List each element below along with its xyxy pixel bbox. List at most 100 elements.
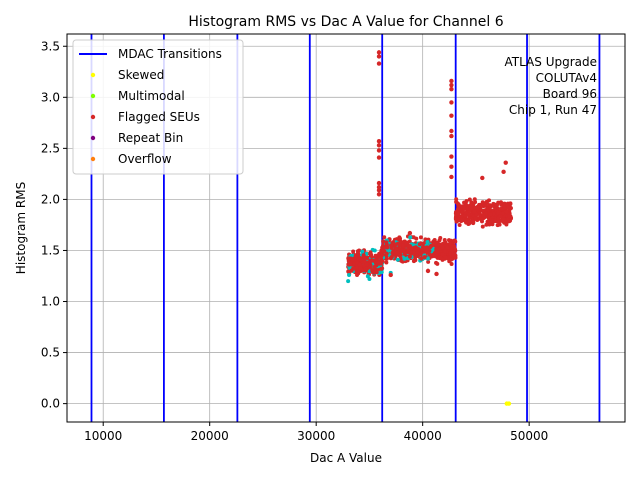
- legend-entry-label: MDAC Transitions: [118, 47, 222, 61]
- flagged-seu-point: [423, 237, 428, 242]
- flagged-seu-point: [377, 254, 382, 259]
- flagged-seu-point: [418, 235, 423, 240]
- legend-dot-swatch: [90, 135, 96, 141]
- flagged-seu-point: [346, 269, 351, 274]
- flagged-seu-point: [422, 245, 427, 250]
- flagged-seu-point: [381, 244, 386, 249]
- flagged-seu-point: [379, 261, 384, 266]
- flagged-seu-point: [453, 217, 458, 222]
- flagged-seu-outlier: [449, 128, 454, 134]
- flagged-seu-point: [401, 243, 406, 248]
- flagged-seu-point: [358, 257, 363, 262]
- flagged-seu-point: [490, 222, 495, 227]
- flagged-seu-point: [346, 256, 351, 261]
- flagged-seu-point: [440, 252, 445, 257]
- flagged-seu-point: [508, 201, 513, 206]
- flagged-seu-point: [373, 254, 378, 259]
- flagged-seu-point: [424, 248, 429, 253]
- flagged-seu-point: [408, 249, 413, 254]
- flagged-seu-point: [469, 200, 474, 205]
- x-tick-label: 30000: [297, 429, 335, 443]
- flagged-seu-point: [364, 262, 369, 267]
- legend-entry-label: Multimodal: [118, 89, 185, 103]
- flagged-seu-point: [487, 222, 492, 227]
- flagged-seu-outlier: [434, 271, 439, 277]
- y-tick-label: 2.5: [41, 141, 60, 155]
- flagged-seu-point: [498, 214, 503, 219]
- flagged-seu-point: [460, 209, 465, 214]
- normal-point: [425, 239, 430, 244]
- flagged-seu-point: [453, 255, 458, 260]
- flagged-seu-point: [397, 253, 402, 258]
- flagged-seu-point: [362, 259, 367, 264]
- flagged-seu-point: [427, 252, 432, 257]
- flagged-seu-point: [384, 260, 389, 265]
- flagged-seu-point: [363, 268, 368, 273]
- flagged-seu-point: [484, 200, 489, 205]
- flagged-seu-point: [389, 243, 394, 248]
- flagged-seu-point: [453, 247, 458, 252]
- flagged-seu-outlier: [449, 133, 454, 139]
- flagged-seu-point: [487, 203, 492, 208]
- plot-frame: [66, 33, 626, 423]
- flagged-seu-outlier: [376, 143, 382, 148]
- flagged-seu-point: [399, 249, 404, 254]
- normal-point: [364, 251, 369, 256]
- flagged-seu-point: [358, 266, 363, 271]
- flagged-seu-point: [355, 249, 360, 254]
- chart-title: Histogram RMS vs Dac A Value for Channel…: [188, 14, 503, 30]
- flagged-seu-point: [484, 222, 489, 227]
- flagged-seu-point: [413, 258, 418, 263]
- flagged-seu-point: [451, 251, 456, 256]
- y-tick-label: 1.5: [41, 243, 60, 257]
- data-points: [346, 50, 514, 406]
- flagged-seu-point: [351, 249, 356, 254]
- flagged-seu-point: [445, 245, 450, 250]
- flagged-seu-point: [442, 237, 447, 242]
- flagged-seu-point: [394, 246, 399, 251]
- flagged-seu-point: [443, 255, 448, 260]
- legend-dot-swatch: [90, 93, 96, 99]
- flagged-seu-point: [495, 210, 500, 215]
- flagged-seu-point: [362, 256, 367, 261]
- x-axis-label: Dac A Value: [310, 451, 382, 465]
- flagged-seu-outlier: [388, 272, 393, 278]
- normal-point: [360, 249, 365, 254]
- legend-entry-label: Overflow: [118, 152, 172, 166]
- x-tick-label: 40000: [404, 429, 442, 443]
- flagged-seu-outlier: [376, 54, 382, 59]
- flagged-seu-point: [361, 253, 366, 258]
- flagged-seu-outlier: [376, 139, 382, 144]
- flagged-seu-outlier: [449, 174, 454, 180]
- flagged-seu-outlier: [449, 82, 454, 88]
- flagged-seu-point: [456, 211, 461, 216]
- flagged-seu-point: [381, 248, 386, 253]
- flagged-seu-point: [432, 242, 437, 247]
- flagged-seu-point: [379, 266, 384, 271]
- flagged-seu-point: [428, 244, 433, 249]
- flagged-seu-outlier: [376, 50, 382, 55]
- y-tick-label: 0.5: [41, 346, 60, 360]
- flagged-seu-outlier: [376, 155, 382, 160]
- flagged-seu-point: [487, 216, 492, 221]
- flagged-seu-point: [352, 266, 357, 271]
- flagged-seu-point: [448, 251, 453, 256]
- flagged-seu-point: [504, 209, 509, 214]
- legend-entry-label: Flagged SEUs: [118, 110, 200, 124]
- normal-point: [347, 272, 352, 277]
- flagged-seu-point: [501, 203, 506, 208]
- y-tick-label: 3.0: [41, 90, 60, 104]
- flagged-seu-point: [348, 261, 353, 266]
- flagged-seu-point: [466, 212, 471, 217]
- flagged-seu-point: [464, 220, 469, 225]
- flagged-seu-outlier: [407, 230, 413, 236]
- y-tick-label: 2.0: [41, 192, 60, 206]
- flagged-seu-point: [431, 252, 436, 257]
- flagged-seu-point: [449, 262, 454, 267]
- legend-entry-label: Repeat Bin: [118, 131, 183, 145]
- flagged-seu-point: [483, 211, 488, 216]
- flagged-seu-point: [374, 257, 379, 262]
- flagged-seu-point: [434, 247, 439, 252]
- flagged-seu-point: [472, 209, 477, 214]
- flagged-seu-point: [447, 238, 452, 243]
